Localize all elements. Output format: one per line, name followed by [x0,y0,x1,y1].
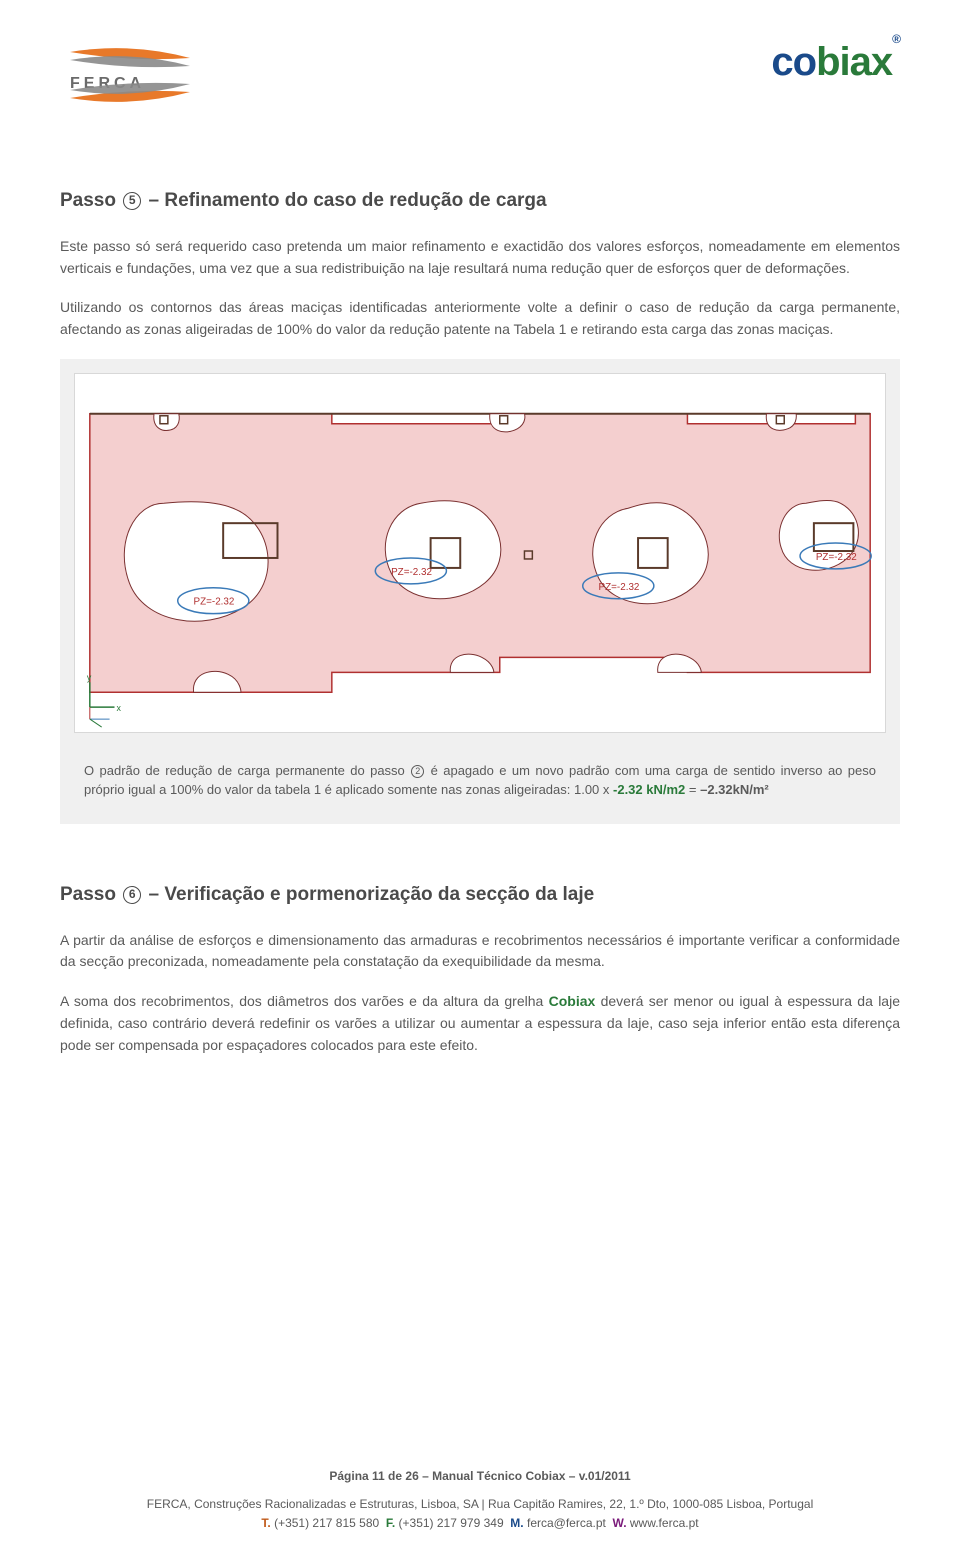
figure-caption: O padrão de redução de carga permanente … [74,761,886,800]
cobiax-co: co [771,40,816,84]
caption-result: –2.32kN/m² [700,782,769,797]
step-2-icon: 2 [411,765,424,778]
page-footer: Página 11 de 26 – Manual Técnico Cobiax … [60,1467,900,1533]
section6-title-suffix: – Verificação e pormenorização da secção… [143,884,594,905]
footer-f-label: F. [386,1516,395,1530]
footer-m-label: M. [510,1516,523,1530]
figure-canvas: PZ=-2.32 PZ=-2.32 PZ=-2.32 PZ=-2.32 x y [74,373,886,733]
section5-para2: Utilizando os contornos das áreas maciça… [60,297,900,340]
svg-text:y: y [87,672,92,682]
step-6-icon: 6 [123,886,141,904]
section6-para1: A partir da análise de esforços e dimens… [60,930,900,973]
registered-icon: ® [892,32,900,46]
page-number: Página 11 de 26 – Manual Técnico Cobiax … [60,1467,900,1486]
cobiax-logo: cobiax® [771,40,900,85]
section5-title-prefix: Passo [60,190,121,211]
pz-label-3: PZ=-2.32 [599,582,640,593]
footer-t-val: (+351) 217 815 580 [274,1516,379,1530]
footer-m-val: ferca@ferca.pt [527,1516,606,1530]
footer-address: FERCA, Construções Racionalizadas e Estr… [60,1495,900,1514]
section6-para2: A soma dos recobrimentos, dos diâmetros … [60,991,900,1056]
caption-highlight: -2.32 kN/m2 [613,782,685,797]
footer-contacts: T. (+351) 217 815 580 F. (+351) 217 979 … [60,1514,900,1533]
section5-title-suffix: – Refinamento do caso de redução de carg… [143,190,546,211]
pz-label-4: PZ=-2.32 [816,552,857,563]
brand-cobiax: Cobiax [549,993,596,1009]
footer-w-val: www.ferca.pt [630,1516,699,1530]
svg-text:x: x [116,703,121,713]
caption-pre: O padrão de redução de carga permanente … [84,763,410,778]
figure-block: PZ=-2.32 PZ=-2.32 PZ=-2.32 PZ=-2.32 x y [60,359,900,824]
page-header: FERCA cobiax® [60,40,900,110]
section5-para1: Este passo só será requerido caso preten… [60,236,900,279]
pz-label-1: PZ=-2.32 [194,596,235,607]
caption-eq: = [685,782,700,797]
section6-para2-pre: A soma dos recobrimentos, dos diâmetros … [60,993,549,1009]
section6-title: Passo 6 – Verificação e pormenorização d… [60,884,900,906]
step-5-icon: 5 [123,192,141,210]
footer-t-label: T. [261,1516,270,1530]
ferca-logo: FERCA [60,40,200,110]
footer-w-label: W. [613,1516,627,1530]
section5-title: Passo 5 – Refinamento do caso de redução… [60,190,900,212]
footer-f-val: (+351) 217 979 349 [399,1516,504,1530]
section6-title-prefix: Passo [60,884,121,905]
cobiax-biax: biax [816,40,892,84]
pz-label-2: PZ=-2.32 [391,567,432,578]
